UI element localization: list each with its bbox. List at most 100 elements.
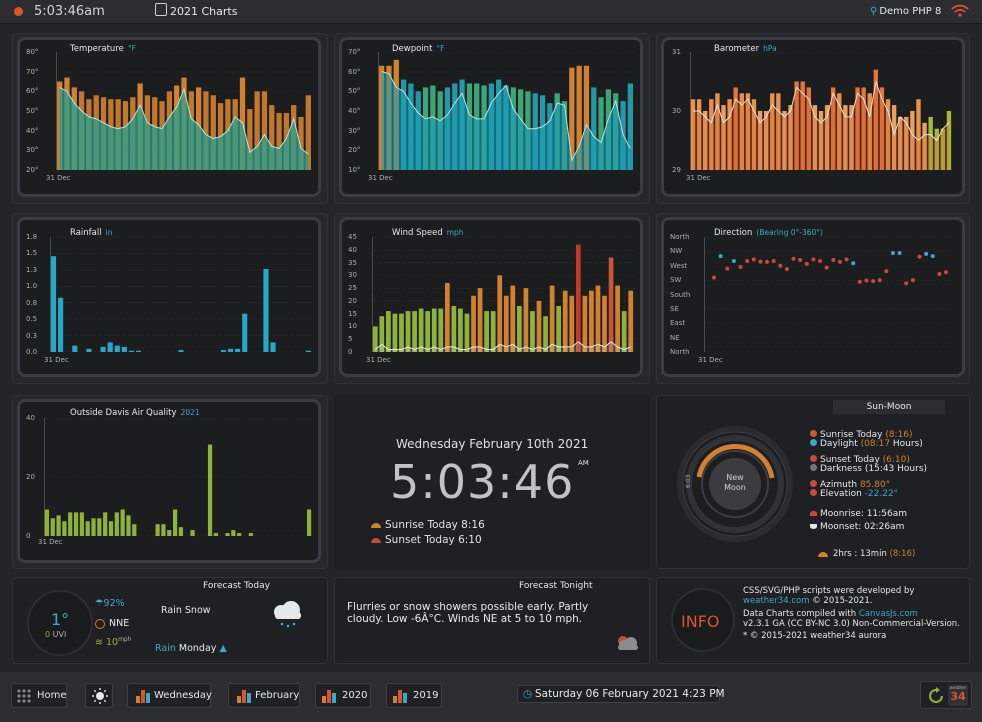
bar: [220, 350, 227, 352]
bar: [431, 308, 437, 352]
bar: [497, 275, 503, 352]
info-text: CSS/SVG/PHP scripts were developed by we…: [743, 586, 960, 641]
barometer-chart[interactable]: Barometer hPa 31 30 29 31 Dec: [661, 37, 965, 197]
menu-dot-icon[interactable]: [14, 7, 23, 16]
bar: [940, 128, 946, 170]
year-2020-button[interactable]: 2020: [315, 683, 371, 708]
sunrise-text: Sunrise Today 8:16: [385, 519, 485, 531]
bar: [788, 105, 793, 170]
bar: [910, 111, 915, 170]
bar: [425, 311, 431, 352]
y-tick-label: 60°: [348, 67, 361, 76]
bar: [690, 99, 696, 170]
bar: [418, 308, 424, 352]
elevation-info: Elevation -22.22°: [810, 489, 898, 499]
point: [897, 250, 902, 255]
point: [944, 270, 948, 275]
bar: [107, 342, 113, 352]
direction-chart[interactable]: Direction (Bearing 0°-360°) North NW West SW…: [661, 217, 965, 377]
home-button[interactable]: Home: [11, 683, 67, 708]
theme-toggle-button[interactable]: [85, 683, 113, 708]
bar: [451, 306, 457, 352]
bar: [73, 512, 79, 536]
sunset-line: Sunset Today 6:10: [370, 534, 482, 546]
wind-chart[interactable]: Wind Speed mph 45 40 35 30 25 20 15 10 5 0 31 Dec: [339, 217, 643, 377]
station-name[interactable]: ⚲ Demo PHP 8: [870, 6, 942, 17]
bar: [530, 311, 535, 352]
bar: [861, 87, 866, 170]
february-button[interactable]: February: [228, 683, 300, 708]
y-tick-label: SE: [670, 304, 679, 313]
wind-direction: NNE: [95, 618, 129, 629]
wind-icon: ≋: [95, 637, 106, 649]
y-tick-label: North: [670, 348, 690, 356]
bar: [591, 87, 597, 170]
bar: [898, 116, 903, 170]
dewpoint-chart[interactable]: Dewpoint °F 70° 60° 50° 40° 30° 20° 10° 31 Dec: [339, 37, 643, 197]
bar: [837, 93, 842, 170]
temperature-chart[interactable]: Temperature °F 80° 70° 60° 50° 40° 30° 20° 31 D…: [17, 37, 321, 197]
sunset-info: Sunset Today (6:10): [810, 455, 910, 465]
y-tick-label: 30°: [348, 126, 361, 135]
wind-speed: ≋ 10mph: [95, 636, 132, 649]
y-tick-label: 0.8: [26, 298, 38, 307]
point: [857, 279, 862, 284]
bar: [248, 533, 253, 536]
darkness-info: Darkness (15:43 Hours): [810, 464, 927, 474]
y-tick-label: 30: [672, 107, 681, 115]
daylight-info: Daylight (08:17 Hours): [810, 439, 923, 449]
y-tick-label: 29: [672, 166, 681, 174]
chart-title: Wind Speed: [392, 228, 443, 238]
forecast-tonight-text: Flurries or snow showers possible early.…: [347, 601, 589, 625]
bar: [477, 288, 483, 352]
wifi-icon: [951, 4, 969, 17]
bar: [536, 300, 542, 352]
sunrise-info: Sunrise Today (8:16): [810, 430, 913, 440]
y-tick-label: 31: [672, 48, 681, 56]
bar: [770, 93, 775, 170]
weather34-link[interactable]: weather34.com: [743, 595, 810, 606]
bar-chart-icon: [237, 690, 253, 703]
bar: [91, 518, 96, 536]
bar: [464, 313, 470, 352]
airquality-chart[interactable]: Outside Davis Air Quality 2021 40 20 0 31 D…: [17, 399, 321, 563]
point: [771, 258, 776, 263]
bar: [305, 95, 311, 170]
bar: [739, 93, 744, 170]
sun-moon-title: Sun-Moon: [833, 400, 945, 414]
wednesday-button[interactable]: Wednesday: [127, 683, 212, 708]
weather34-badge[interactable]: weather 34: [920, 681, 972, 709]
bar: [824, 105, 830, 170]
x-axis-label: 31 Dec: [366, 356, 391, 364]
sunset-icon: [371, 538, 381, 543]
bar: [72, 345, 78, 352]
bar: [569, 67, 575, 170]
bar: [306, 509, 312, 536]
sunrise-small-icon: [818, 551, 828, 557]
bar: [556, 306, 562, 352]
bar: [602, 295, 607, 352]
bar: [598, 97, 604, 170]
airquality-plot: [44, 418, 312, 536]
bar-chart-icon: [322, 690, 338, 703]
bar: [120, 509, 125, 536]
bar: [50, 518, 55, 536]
grid-icon: [17, 689, 31, 703]
chart-unit: mph: [446, 228, 464, 237]
location-pin-icon: ⚲: [870, 6, 878, 17]
chart-unit: in: [105, 228, 113, 237]
bar: [269, 105, 275, 170]
y-tick-label: East: [670, 319, 686, 328]
bar: [379, 65, 385, 170]
rainfall-chart[interactable]: Rainfall in 1.8 1.5 1.3 1.0 0.8 0.5 0.3 0.0 31 D…: [17, 217, 321, 377]
bar: [855, 87, 860, 170]
bar: [103, 512, 108, 536]
bar: [523, 288, 529, 352]
series-line: [381, 71, 631, 162]
point: [917, 254, 922, 259]
year-2019-button[interactable]: 2019: [386, 683, 442, 708]
bar: [213, 533, 218, 536]
chart-title: Direction: [714, 228, 753, 238]
info-panel: INFO CSS/SVG/PHP scripts were developed …: [656, 577, 970, 664]
canvasjs-link[interactable]: CanvasJs.com: [858, 609, 918, 619]
